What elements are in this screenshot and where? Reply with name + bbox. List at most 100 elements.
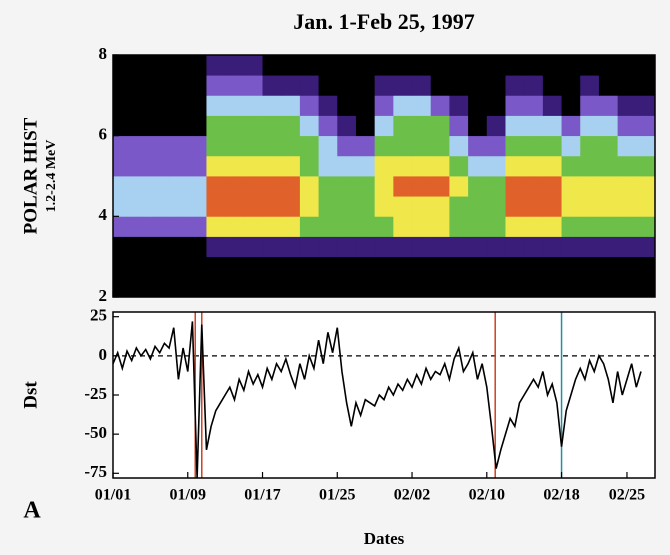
heatmap-cell — [393, 256, 413, 278]
heatmap-cell — [542, 176, 562, 197]
heatmap-cell — [468, 216, 488, 237]
heatmap-cell — [505, 176, 525, 197]
heatmap-cell — [430, 176, 450, 197]
heatmap-cell — [636, 196, 656, 217]
heatmap-cell — [580, 95, 600, 116]
heatmap-cell — [636, 276, 656, 298]
heatmap-cell — [355, 55, 376, 76]
heatmap-cell — [169, 236, 189, 258]
heatmap-cell — [243, 276, 263, 298]
heatmap-cell — [337, 55, 357, 76]
heatmap-cell — [412, 135, 432, 157]
heatmap-cell — [299, 115, 319, 137]
heatmap-cell — [187, 236, 207, 258]
heatmap-cell — [355, 155, 376, 177]
heatmap-cell — [524, 236, 544, 258]
heatmap-cell — [337, 236, 357, 258]
heatmap-cell — [318, 115, 338, 137]
heatmap-cell — [393, 75, 413, 96]
heatmap-cell — [449, 115, 469, 137]
heatmap-cell — [580, 216, 600, 237]
heatmap-cell — [169, 176, 189, 197]
heatmap-cell — [225, 115, 245, 137]
heatmap-cell — [580, 75, 600, 96]
heatmap-cell — [187, 75, 207, 96]
heatmap-cell — [430, 256, 450, 278]
heatmap-cell — [598, 216, 619, 237]
heatmap-cell — [318, 75, 338, 96]
heatmap-cell — [486, 276, 506, 298]
heatmap-cell — [281, 115, 301, 137]
heatmap-cell — [617, 115, 637, 137]
heatmap-cell — [281, 75, 301, 96]
heatmap-cell — [374, 196, 394, 217]
dst-line — [112, 321, 642, 479]
heatmap-cell — [449, 55, 469, 76]
heatmap-cell — [374, 176, 394, 197]
heatmap-cell — [542, 196, 562, 217]
heatmap-cell — [131, 75, 151, 96]
x-tick-label: 01/17 — [244, 487, 280, 504]
heatmap-cell — [281, 95, 301, 116]
heatmap-cell — [580, 276, 600, 298]
heatmap-cell — [468, 155, 488, 177]
y-tick-label: 8 — [99, 44, 108, 63]
x-axis-label: Dates — [364, 529, 405, 548]
heatmap-cell — [598, 95, 619, 116]
heatmap-cell — [299, 55, 319, 76]
heatmap-cell — [412, 276, 432, 298]
heatmap-cell — [505, 196, 525, 217]
heatmap-cell — [281, 135, 301, 157]
heatmap-cell — [243, 95, 263, 116]
heatmap-cell — [206, 115, 226, 137]
heatmap-cell — [636, 75, 656, 96]
heatmap-cell — [131, 115, 151, 137]
heatmap-cell — [430, 236, 450, 258]
heatmap-cell — [486, 176, 506, 197]
heatmap-cell — [524, 135, 544, 157]
heatmap-cell — [131, 135, 151, 157]
heatmap-cell — [617, 236, 637, 258]
heatmap-cell — [187, 216, 207, 237]
heatmap-cell — [318, 55, 338, 76]
heatmap-cell — [430, 135, 450, 157]
heatmap-cell — [113, 236, 133, 258]
heatmap-cell — [225, 236, 245, 258]
heatmap-cell — [505, 256, 525, 278]
heatmap-cell — [617, 55, 637, 76]
heatmap-cell — [468, 135, 488, 157]
heatmap-cell — [281, 196, 301, 217]
heatmap-cell — [449, 276, 469, 298]
heatmap-cell — [113, 196, 133, 217]
heatmap-cell — [486, 95, 506, 116]
heatmap-cell — [318, 196, 338, 217]
y-tick-label: 25 — [90, 306, 107, 325]
heatmap-cell — [486, 155, 506, 177]
heatmap-cell — [150, 216, 170, 237]
heatmap-cell — [206, 95, 226, 116]
heatmap-cell — [225, 155, 245, 177]
heatmap-cell — [113, 135, 133, 157]
heatmap-cell — [262, 95, 282, 116]
heatmap-cell — [468, 115, 488, 137]
heatmap-cell — [580, 196, 600, 217]
heatmap-cell — [542, 115, 562, 137]
heatmap-cell — [150, 155, 170, 177]
heatmap-cell — [169, 135, 189, 157]
y-tick-label: -50 — [84, 423, 107, 442]
chart-title: Jan. 1-Feb 25, 1997 — [293, 9, 475, 34]
x-tick-label: 02/10 — [469, 487, 505, 504]
heatmap-cell — [225, 135, 245, 157]
heatmap-cell — [337, 276, 357, 298]
heatmap-cell — [449, 95, 469, 116]
heatmap-cell — [598, 196, 619, 217]
heatmap-cell — [561, 216, 581, 237]
heatmap-cell — [449, 135, 469, 157]
heatmap-cell — [393, 155, 413, 177]
heatmap-cell — [318, 256, 338, 278]
heatmap-cell — [169, 276, 189, 298]
heatmap-cell — [393, 236, 413, 258]
heatmap-cell — [561, 276, 581, 298]
heatmap-cell — [542, 216, 562, 237]
heatmap-cell — [169, 216, 189, 237]
